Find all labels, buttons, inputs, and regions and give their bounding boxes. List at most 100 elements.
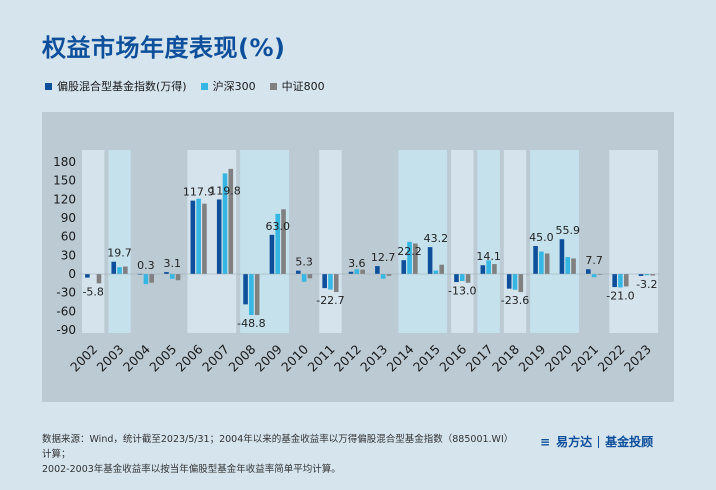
x-tick-label-2016: 2016 <box>436 341 469 374</box>
bar-2021-s1 <box>591 274 597 278</box>
bar-2015-s1 <box>433 270 439 274</box>
shaded-band-2016 <box>451 150 474 333</box>
chart-title: 权益市场年度表现(%) <box>42 34 286 62</box>
bar-2005-s0 <box>164 272 169 274</box>
bar-2022-s0 <box>612 274 617 288</box>
x-tick-label-2005: 2005 <box>146 342 179 375</box>
bar-2023-s0 <box>638 274 644 276</box>
y-tick-label: -60 <box>56 304 76 318</box>
bar-2003-s0 <box>111 261 117 274</box>
bar-2012-s1 <box>354 269 360 274</box>
bar-2019-s0 <box>533 246 538 274</box>
y-tick-label: -30 <box>56 286 76 300</box>
x-tick-label-2013: 2013 <box>357 342 390 375</box>
bar-2005-s1 <box>169 274 175 279</box>
shaded-band-2008 <box>240 150 289 333</box>
shaded-band-2003 <box>108 150 131 333</box>
bar-2010-s2 <box>307 274 313 279</box>
source-note: 数据来源：Wind，统计截至2023/5/31；2004年以来的基金收益率以万得… <box>42 432 522 477</box>
bar-2007-s2 <box>228 168 234 274</box>
bar-2002-s2 <box>96 274 102 284</box>
bar-2019-s1 <box>539 251 544 274</box>
data-label-2018: -23.6 <box>501 294 529 307</box>
data-label-2006: 117.9 <box>183 186 215 199</box>
bar-2012-s0 <box>348 271 354 274</box>
bar-2020-s0 <box>559 239 565 274</box>
bar-chart: 180 150 120 90 60 30 0 -30 -60 -90 -5.8 19.7 0.3 3.1 1… <box>53 150 660 375</box>
brand-subname: 基金投顾 <box>605 435 654 449</box>
source-note-line-2: 2002-2003年基金收益率以按当年偏股型基金年收益率简单平均计算。 <box>42 464 341 475</box>
x-tick-label-2022: 2022 <box>594 342 627 375</box>
data-label-2011: -22.7 <box>316 294 344 307</box>
y-tick-label: -90 <box>56 323 76 337</box>
bar-2022-s2 <box>623 274 629 287</box>
bar-2023-s2 <box>650 274 655 276</box>
data-label-2014: 22.2 <box>397 245 422 258</box>
legend-label-csi800: 中证800 <box>281 80 325 93</box>
bar-2008-s0 <box>243 274 248 305</box>
y-tick-label: 90 <box>61 211 76 225</box>
x-tick-label-2010: 2010 <box>278 341 311 374</box>
bar-2013-s0 <box>375 266 380 274</box>
bar-2009-s1 <box>275 213 281 274</box>
data-label-2009: 63.0 <box>265 220 290 233</box>
x-tick-label-2004: 2004 <box>120 341 153 374</box>
data-label-2016: -13.0 <box>448 285 476 298</box>
x-tick-label-2003: 2003 <box>94 342 127 375</box>
brand-mark-icon: ≡ <box>540 434 551 449</box>
data-label-2022: -21.0 <box>606 289 634 302</box>
y-tick-label: 60 <box>61 230 76 244</box>
data-label-2013: 12.7 <box>371 251 396 264</box>
bar-2003-s2 <box>123 266 128 274</box>
bar-2020-s2 <box>571 258 576 274</box>
bar-2014-s2 <box>413 243 418 274</box>
data-label-2012: 3.6 <box>348 257 366 270</box>
x-tick-label-2020: 2020 <box>542 341 575 374</box>
bar-2017-s2 <box>492 264 497 274</box>
x-tick-label-2009: 2009 <box>252 341 285 374</box>
bar-2017-s0 <box>480 265 486 274</box>
data-label-2023: -3.2 <box>636 278 657 291</box>
data-label-2008: -48.8 <box>237 317 265 330</box>
bar-2023-s1 <box>644 274 650 276</box>
bar-2016-s1 <box>459 274 465 282</box>
y-tick-label: 0 <box>68 267 76 281</box>
bar-2012-s2 <box>360 269 365 274</box>
data-label-2020: 55.9 <box>555 224 580 237</box>
bar-2016-s0 <box>454 274 459 283</box>
x-tick-label-2011: 2011 <box>304 342 337 375</box>
legend-item-fund-index: 偏股混合型基金指数(万得) <box>45 78 187 94</box>
bar-2020-s1 <box>565 257 571 274</box>
legend: 偏股混合型基金指数(万得) 沪深300 中证800 <box>45 78 325 94</box>
shaded-band-2006 <box>187 150 237 333</box>
x-tick-label-2015: 2015 <box>410 342 443 375</box>
bar-2002-s0 <box>85 274 90 278</box>
legend-swatch-hs300 <box>200 82 208 90</box>
bar-2014-s1 <box>407 241 412 274</box>
legend-swatch-fund-index <box>45 82 52 90</box>
bar-2005-s2 <box>175 274 181 281</box>
x-tick-label-2002: 2002 <box>67 342 100 375</box>
bar-2016-s2 <box>465 274 471 283</box>
brand-separator <box>598 435 600 448</box>
bar-2006-s0 <box>190 200 196 274</box>
legend-label-fund-index: 偏股混合型基金指数(万得) <box>57 80 187 93</box>
data-label-2007: 119.8 <box>209 184 241 197</box>
x-tick-label-2008: 2008 <box>225 341 258 374</box>
x-tick-label-2023: 2023 <box>621 342 654 375</box>
y-tick-label: 120 <box>53 192 76 206</box>
x-tick-label-2006: 2006 <box>173 341 206 374</box>
y-tick-label: 180 <box>53 155 76 169</box>
bar-2004-s2 <box>149 274 155 283</box>
bar-2019-s2 <box>544 253 550 274</box>
data-label-2002: -5.8 <box>82 285 103 298</box>
shaded-band-2022 <box>609 150 658 333</box>
bar-2021-s0 <box>585 269 591 274</box>
bar-2015-s2 <box>439 264 445 274</box>
shaded-band-2019 <box>530 150 579 333</box>
data-label-2010: 5.3 <box>295 256 313 269</box>
data-label-2015: 43.2 <box>424 232 449 245</box>
bar-2006-s1 <box>196 198 201 274</box>
x-tick-label-2021: 2021 <box>568 342 601 375</box>
bar-2004-s1 <box>143 274 149 285</box>
